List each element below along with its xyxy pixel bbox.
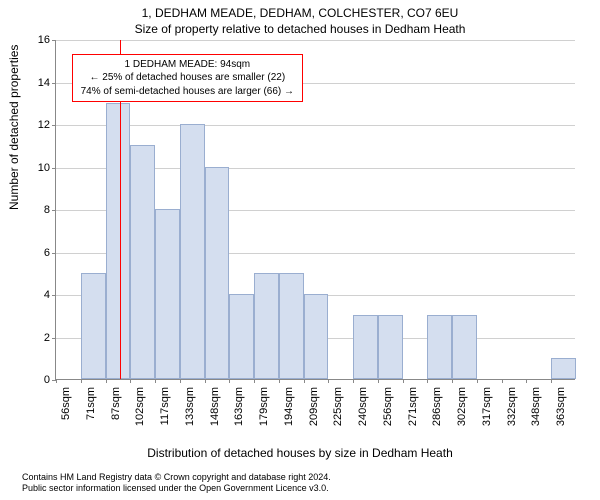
histogram-bar (205, 167, 230, 380)
annotation-box: 1 DEDHAM MEADE: 94sqm← 25% of detached h… (72, 54, 303, 103)
x-tick-label: 102sqm (134, 387, 146, 426)
x-tick-label: 71sqm (85, 387, 97, 420)
y-tick-mark (52, 295, 56, 296)
x-tick-mark (452, 379, 453, 383)
y-tick-mark (52, 40, 56, 41)
annotation-line1: 1 DEDHAM MEADE: 94sqm (81, 58, 294, 72)
x-tick-label: 363sqm (555, 387, 567, 426)
histogram-bar (551, 358, 576, 379)
x-tick-mark (81, 379, 82, 383)
x-tick-mark (279, 379, 280, 383)
x-tick-label: 148sqm (209, 387, 221, 426)
histogram-bar (155, 209, 180, 379)
histogram-bar (254, 273, 279, 379)
annotation-line2: ← 25% of detached houses are smaller (22… (81, 71, 294, 85)
x-tick-mark (106, 379, 107, 383)
x-tick-mark (254, 379, 255, 383)
x-tick-mark (304, 379, 305, 383)
x-tick-label: 240sqm (357, 387, 369, 426)
y-tick-label: 2 (44, 332, 50, 344)
x-tick-label: 179sqm (258, 387, 270, 426)
y-tick-mark (52, 83, 56, 84)
y-tick-label: 10 (38, 162, 50, 174)
histogram-bar (378, 315, 403, 379)
y-tick-label: 4 (44, 289, 50, 301)
x-tick-mark (551, 379, 552, 383)
y-axis-label: Number of detached properties (7, 45, 21, 210)
x-tick-label: 117sqm (159, 387, 171, 425)
histogram-bar (229, 294, 254, 379)
histogram-bar (81, 273, 106, 379)
x-tick-mark (526, 379, 527, 383)
x-tick-label: 317sqm (481, 387, 493, 426)
x-axis-label: Distribution of detached houses by size … (0, 446, 600, 460)
x-tick-mark (229, 379, 230, 383)
y-tick-mark (52, 253, 56, 254)
x-tick-mark (180, 379, 181, 383)
x-tick-label: 133sqm (184, 387, 196, 426)
histogram-bar (304, 294, 329, 379)
x-tick-label: 302sqm (456, 387, 468, 426)
y-tick-label: 8 (44, 204, 50, 216)
x-tick-label: 209sqm (308, 387, 320, 426)
annotation-line3: 74% of semi-detached houses are larger (… (81, 85, 294, 99)
histogram-bar (106, 103, 131, 379)
y-tick-label: 12 (38, 119, 50, 131)
y-tick-label: 14 (38, 77, 50, 89)
x-tick-label: 348sqm (530, 387, 542, 426)
chart-title-line1: 1, DEDHAM MEADE, DEDHAM, COLCHESTER, CO7… (0, 6, 600, 20)
x-tick-mark (502, 379, 503, 383)
x-tick-mark (328, 379, 329, 383)
histogram-bar (279, 273, 304, 379)
x-tick-label: 225sqm (332, 387, 344, 426)
histogram-bar (427, 315, 452, 379)
gridline-h (56, 125, 575, 126)
credit-text: Contains HM Land Registry data © Crown c… (22, 472, 331, 495)
plot-area: 024681012141656sqm71sqm87sqm102sqm117sqm… (55, 40, 575, 380)
chart-container: 1, DEDHAM MEADE, DEDHAM, COLCHESTER, CO7… (0, 0, 600, 500)
x-tick-mark (130, 379, 131, 383)
y-tick-label: 0 (44, 374, 50, 386)
x-tick-label: 163sqm (233, 387, 245, 426)
x-tick-mark (155, 379, 156, 383)
x-tick-mark (56, 379, 57, 383)
x-tick-label: 56sqm (60, 387, 72, 420)
x-tick-mark (353, 379, 354, 383)
x-tick-mark (427, 379, 428, 383)
chart-title-line2: Size of property relative to detached ho… (0, 22, 600, 36)
y-tick-label: 6 (44, 247, 50, 259)
y-tick-label: 16 (38, 34, 50, 46)
x-tick-mark (403, 379, 404, 383)
x-tick-label: 332sqm (506, 387, 518, 426)
gridline-h (56, 40, 575, 41)
credit-line1: Contains HM Land Registry data © Crown c… (22, 472, 331, 483)
y-tick-mark (52, 338, 56, 339)
x-tick-mark (477, 379, 478, 383)
credit-line2: Public sector information licensed under… (22, 483, 331, 494)
y-tick-mark (52, 125, 56, 126)
y-tick-mark (52, 210, 56, 211)
x-tick-mark (378, 379, 379, 383)
histogram-bar (452, 315, 477, 379)
x-tick-label: 271sqm (407, 387, 419, 426)
y-tick-mark (52, 168, 56, 169)
x-tick-label: 87sqm (110, 387, 122, 420)
histogram-bar (353, 315, 378, 379)
x-tick-label: 256sqm (382, 387, 394, 426)
histogram-bar (180, 124, 205, 379)
x-tick-label: 286sqm (431, 387, 443, 426)
histogram-bar (130, 145, 155, 379)
x-tick-label: 194sqm (283, 387, 295, 426)
x-tick-mark (205, 379, 206, 383)
